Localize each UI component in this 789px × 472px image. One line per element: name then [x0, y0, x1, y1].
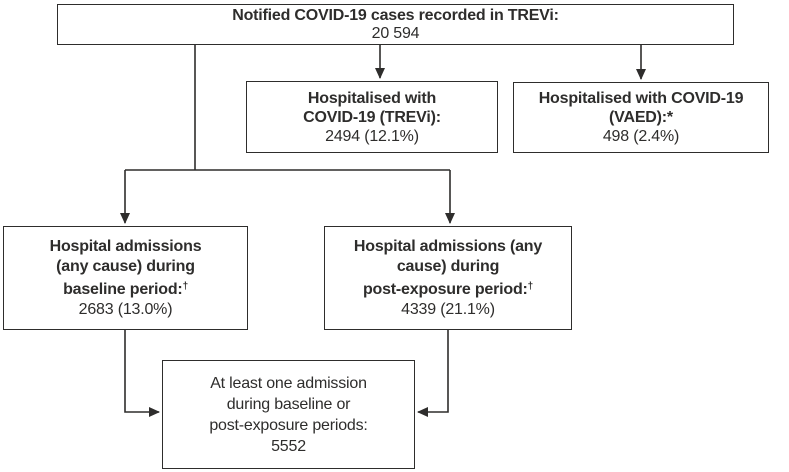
- post-exposure-title-line1: Hospital admissions (any: [353, 237, 543, 255]
- top-box-title: Notified COVID-19 cases recorded in TREV…: [232, 6, 559, 24]
- hospitalised-trevi-value: 2494 (12.1%): [325, 127, 419, 145]
- combined-title-line1: At least one admission: [210, 374, 367, 392]
- hospitalised-vaed-value: 498 (2.4%): [602, 128, 680, 145]
- combined-title-line3: post-exposure periods:: [209, 416, 368, 434]
- arrow-baseline-to-combined: [124, 330, 160, 417]
- post-exposure-title-line3-text: post-exposure period:: [362, 280, 528, 298]
- hospitalised-vaed-box: Hospitalised with COVID-19 (VAED):* 498 …: [513, 82, 769, 153]
- dagger-symbol: †: [527, 280, 534, 292]
- post-exposure-title-line3: post-exposure period:†: [363, 277, 533, 300]
- baseline-title-line2: (any cause) during: [56, 257, 195, 275]
- hospitalised-trevi-box: Hospitalised with COVID-19 (TREVi): 2494…: [246, 81, 498, 153]
- baseline-title-line1: Hospital admissions: [49, 237, 202, 255]
- top-box-value: 20 594: [371, 24, 420, 42]
- hospitalised-trevi-title-line2: COVID-19 (TREVi):: [303, 108, 441, 126]
- hospitalised-vaed-title-line1: Hospitalised with COVID-19: [538, 90, 744, 107]
- combined-admissions-box: At least one admission during baseline o…: [162, 360, 415, 469]
- combined-title-line2: during baseline or: [226, 395, 351, 413]
- baseline-title-line3-text: baseline period:: [63, 280, 183, 298]
- combined-value: 5552: [271, 437, 306, 455]
- post-exposure-title-line2: cause) during: [396, 257, 500, 275]
- baseline-value: 2683 (13.0%): [78, 300, 173, 318]
- arrow-post-exposure-to-combined: [417, 330, 449, 417]
- hospitalised-trevi-title-line1: Hospitalised with: [307, 89, 437, 107]
- top-box-notified-cases: Notified COVID-19 cases recorded in TREV…: [57, 4, 734, 45]
- post-exposure-admissions-box: Hospital admissions (any cause) during p…: [324, 226, 572, 330]
- post-exposure-value: 4339 (21.1%): [401, 300, 495, 318]
- dagger-symbol: †: [182, 280, 189, 292]
- baseline-admissions-box: Hospital admissions (any cause) during b…: [3, 226, 248, 330]
- hospitalised-vaed-title-line2: (VAED):*: [609, 109, 673, 126]
- baseline-title-line3: baseline period:†: [63, 277, 188, 300]
